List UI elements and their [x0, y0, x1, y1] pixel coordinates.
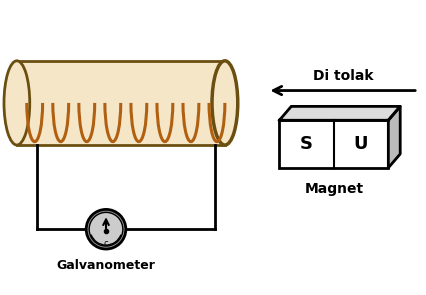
Polygon shape	[279, 106, 400, 120]
Text: Di tolak: Di tolak	[313, 69, 373, 83]
Circle shape	[89, 212, 123, 246]
Ellipse shape	[212, 61, 238, 145]
Circle shape	[86, 209, 126, 249]
Text: U: U	[354, 135, 368, 153]
Bar	[279, 120, 389, 168]
Text: Magnet: Magnet	[304, 182, 363, 196]
Bar	[17, 61, 225, 145]
Ellipse shape	[4, 61, 30, 145]
Text: S: S	[300, 135, 313, 153]
Text: c: c	[104, 239, 108, 248]
Polygon shape	[389, 106, 400, 168]
Text: Galvanometer: Galvanometer	[57, 259, 155, 272]
